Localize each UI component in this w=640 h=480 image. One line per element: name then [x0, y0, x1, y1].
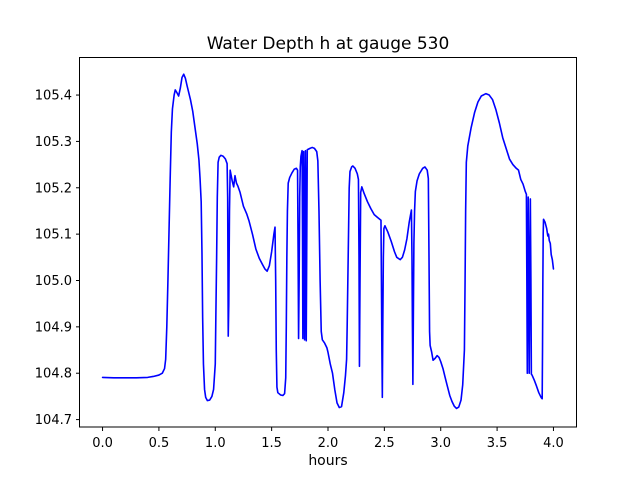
x-tick-label: 4.0 — [543, 436, 564, 451]
x-tick-label: 0.5 — [149, 436, 170, 451]
y-tick-label: 105.3 — [35, 135, 72, 150]
y-tick-label: 104.9 — [35, 320, 72, 335]
x-tick-label: 2.5 — [374, 436, 395, 451]
x-tick-label: 0.0 — [92, 436, 113, 451]
axes-spines — [79, 57, 577, 428]
y-tick-label: 105.2 — [35, 181, 72, 196]
chart-title: Water Depth h at gauge 530 — [207, 34, 450, 54]
x-tick-label: 3.0 — [430, 436, 451, 451]
y-tick-label: 105.1 — [35, 228, 72, 243]
y-tick-label: 105.4 — [35, 89, 72, 104]
data-line — [101, 73, 555, 410]
y-tick-label: 105.0 — [35, 274, 72, 289]
x-tick-label: 1.0 — [205, 436, 226, 451]
y-axis-ticks: 104.7 104.8 104.9 105.0 105.1 105.2 105.3 105.4 — [35, 89, 80, 428]
x-tick-label: 2.0 — [318, 436, 339, 451]
water-depth-line-series — [101, 73, 555, 410]
x-axis-ticks: 0.0 0.5 1.0 1.5 2.0 2.5 3.0 3.5 4.0 — [92, 427, 564, 451]
y-tick-label: 104.8 — [35, 367, 72, 382]
x-tick-label: 1.5 — [261, 436, 282, 451]
y-tick-label: 104.7 — [35, 413, 72, 428]
x-tick-label: 3.5 — [487, 436, 508, 451]
x-axis-label: hours — [308, 453, 347, 469]
